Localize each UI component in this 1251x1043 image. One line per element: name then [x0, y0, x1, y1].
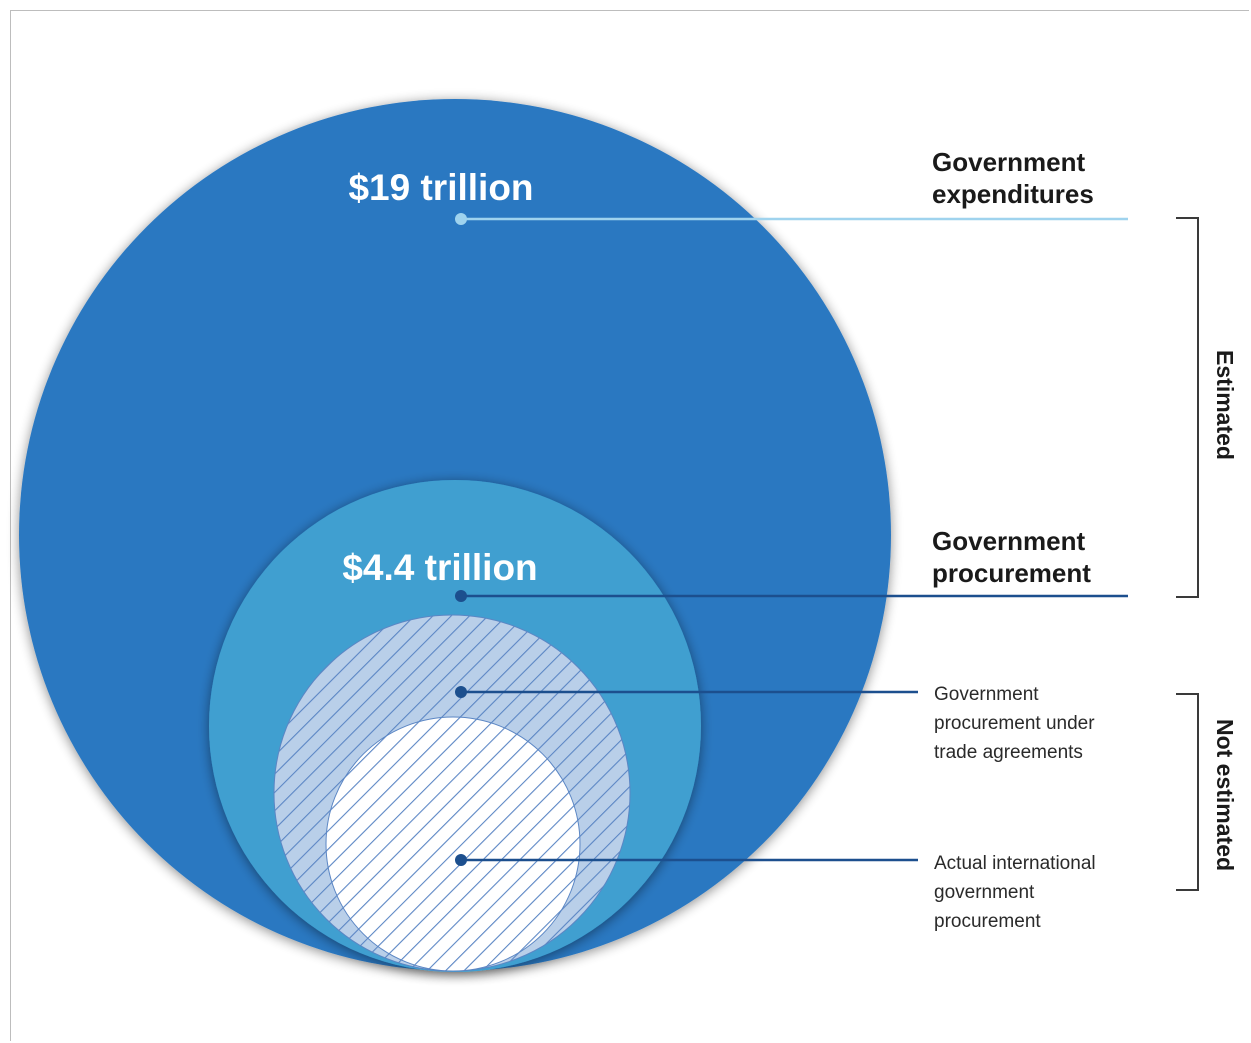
actual-international-label-line-3: procurement: [934, 911, 1041, 932]
actual-international-hatch: [325, 716, 581, 972]
trade-agreements-leader-dot: [455, 686, 467, 698]
procurement-leader-dot: [455, 590, 467, 602]
trade-agreements-label: Government procurement under trade agree…: [934, 684, 1100, 763]
expenditures-label: Government expenditures: [932, 147, 1094, 209]
procurement-label-line-1: Government: [932, 526, 1085, 556]
trade-agreements-label-line-2: procurement under: [934, 713, 1095, 734]
procurement-label-line-2: procurement: [932, 558, 1091, 588]
estimated-label: Estimated: [1212, 350, 1238, 460]
procurement-label: Government procurement: [932, 526, 1092, 588]
expenditures-label-line-2: expenditures: [932, 179, 1094, 209]
trade-agreements-label-line-3: trade agreements: [934, 742, 1083, 763]
image-frame: [10, 10, 1249, 1041]
actual-international-leader-dot: [455, 854, 467, 866]
not-estimated-bracket: [1176, 693, 1199, 891]
actual-international-label-line-2: government: [934, 882, 1035, 903]
expenditures-value: $19 trillion: [348, 167, 533, 208]
estimated-bracket: [1176, 217, 1199, 598]
expenditures-label-line-1: Government: [932, 147, 1085, 177]
not-estimated-label: Not estimated: [1212, 719, 1238, 871]
expenditures-leader-dot: [455, 213, 467, 225]
actual-international-label-line-1: Actual international: [934, 853, 1096, 874]
actual-international-label: Actual international government procurem…: [934, 853, 1101, 932]
trade-agreements-label-line-1: Government: [934, 684, 1039, 705]
procurement-value: $4.4 trillion: [342, 547, 537, 588]
